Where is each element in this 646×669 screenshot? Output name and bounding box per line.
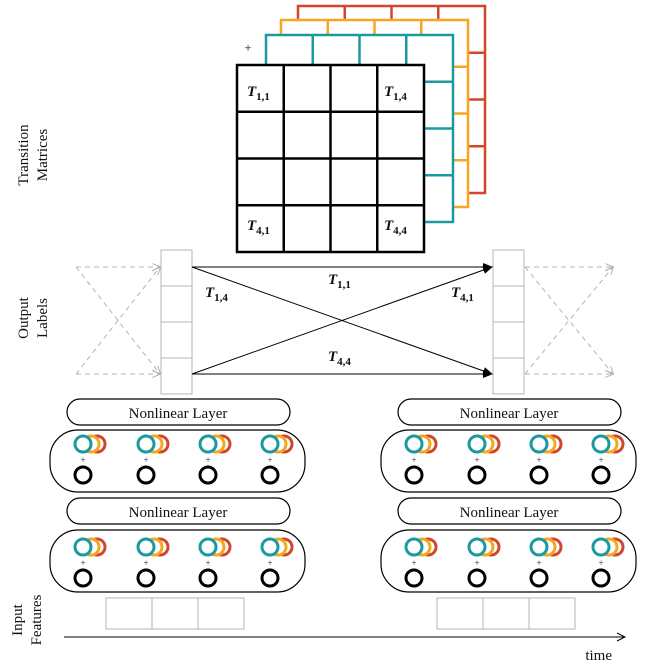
transition-matrix-stack: + T1,1 T1,4 T4,1 T4,4: [235, 4, 487, 254]
neuron: +: [136, 434, 170, 485]
neuron-plus-sign: +: [411, 558, 416, 568]
transition-label-t14: T1,4: [205, 285, 228, 304]
output-label-column-right: [492, 249, 525, 395]
neuron: +: [260, 537, 294, 588]
matrix-cell-t11: T1,1: [247, 84, 270, 103]
neuron-plus-sign: +: [205, 558, 210, 568]
neuron-plus-sign: +: [267, 455, 272, 465]
neuron: +: [467, 434, 501, 485]
neuron: +: [529, 537, 563, 588]
neuron: +: [198, 434, 232, 485]
time-axis: time: [64, 632, 627, 664]
label-input-line2: Features: [29, 594, 45, 645]
neuron: +: [467, 537, 501, 588]
neuron-plus-sign: +: [598, 455, 603, 465]
neuron-group: [380, 429, 637, 493]
label-transition-line2: Matrices: [35, 129, 51, 182]
neuron: +: [404, 537, 438, 588]
neuron: +: [529, 434, 563, 485]
time-axis-label: time: [585, 648, 612, 664]
nonlinear-layer-label: Nonlinear Layer: [129, 406, 228, 422]
neuron-plus-sign: +: [474, 455, 479, 465]
neuron: +: [591, 434, 625, 485]
left-network: Nonlinear Layer + + + + Nonlinear Layer + + +…: [49, 398, 306, 593]
nonlinear-layer-pill: [66, 497, 291, 525]
nonlinear-layer-pill: [397, 497, 622, 525]
neuron: +: [136, 537, 170, 588]
neuron-group: [49, 429, 306, 493]
matrix-plus-sign: +: [244, 40, 251, 55]
neuron-plus-sign: +: [411, 455, 416, 465]
neuron-plus-sign: +: [536, 455, 541, 465]
neuron: +: [198, 537, 232, 588]
label-output-labels: Output Labels: [16, 296, 51, 339]
input-features-left: [105, 597, 245, 630]
input-features-right: [436, 597, 576, 630]
nonlinear-layer-label: Nonlinear Layer: [129, 505, 228, 521]
neuron-plus-sign: +: [267, 558, 272, 568]
neuron-plus-sign: +: [143, 558, 148, 568]
neuron: +: [73, 537, 107, 588]
matrix-cell-t44: T4,4: [384, 218, 407, 237]
neuron-plus-sign: +: [598, 558, 603, 568]
label-output-line2: Labels: [35, 298, 51, 338]
transition-arrows: [191, 263, 493, 378]
neuron: +: [260, 434, 294, 485]
matrix-cell-t14: T1,4: [384, 84, 407, 103]
label-transition-matrices: Transition Matrices: [16, 124, 51, 186]
nonlinear-layer-pill: [397, 398, 622, 426]
nonlinear-layer-pill: [66, 398, 291, 426]
matrix-layer-black: [235, 63, 426, 254]
neuron-plus-sign: +: [80, 558, 85, 568]
dashed-transitions-right: [524, 267, 613, 374]
transition-label-t41: T4,1: [451, 285, 474, 304]
transition-label-t44: T4,4: [328, 349, 351, 368]
nonlinear-layer-label: Nonlinear Layer: [460, 406, 559, 422]
label-input-features: Input Features: [10, 594, 45, 645]
right-network: Nonlinear Layer + + + + Nonlinear Layer + + +…: [380, 398, 637, 593]
nonlinear-layer-label: Nonlinear Layer: [460, 505, 559, 521]
matrix-cell-t41: T4,1: [247, 218, 270, 237]
neuron: +: [591, 537, 625, 588]
dashed-transitions-left: [75, 267, 160, 374]
neuron-plus-sign: +: [205, 455, 210, 465]
transition-label-t11: T1,1: [328, 272, 351, 291]
label-transition-line1: Transition: [16, 124, 32, 186]
arrow-t41: [191, 266, 493, 375]
neuron-group: [380, 529, 637, 593]
neuron: +: [73, 434, 107, 485]
neuron-plus-sign: +: [536, 558, 541, 568]
label-output-line1: Output: [16, 296, 32, 339]
neuron: +: [404, 434, 438, 485]
neuron-plus-sign: +: [143, 455, 148, 465]
neuron-group: [49, 529, 306, 593]
label-input-line1: Input: [10, 603, 26, 635]
neuron-plus-sign: +: [80, 455, 85, 465]
neuron-plus-sign: +: [474, 558, 479, 568]
time-axis-arrowhead: [616, 632, 627, 642]
output-label-column-left: [160, 249, 193, 395]
